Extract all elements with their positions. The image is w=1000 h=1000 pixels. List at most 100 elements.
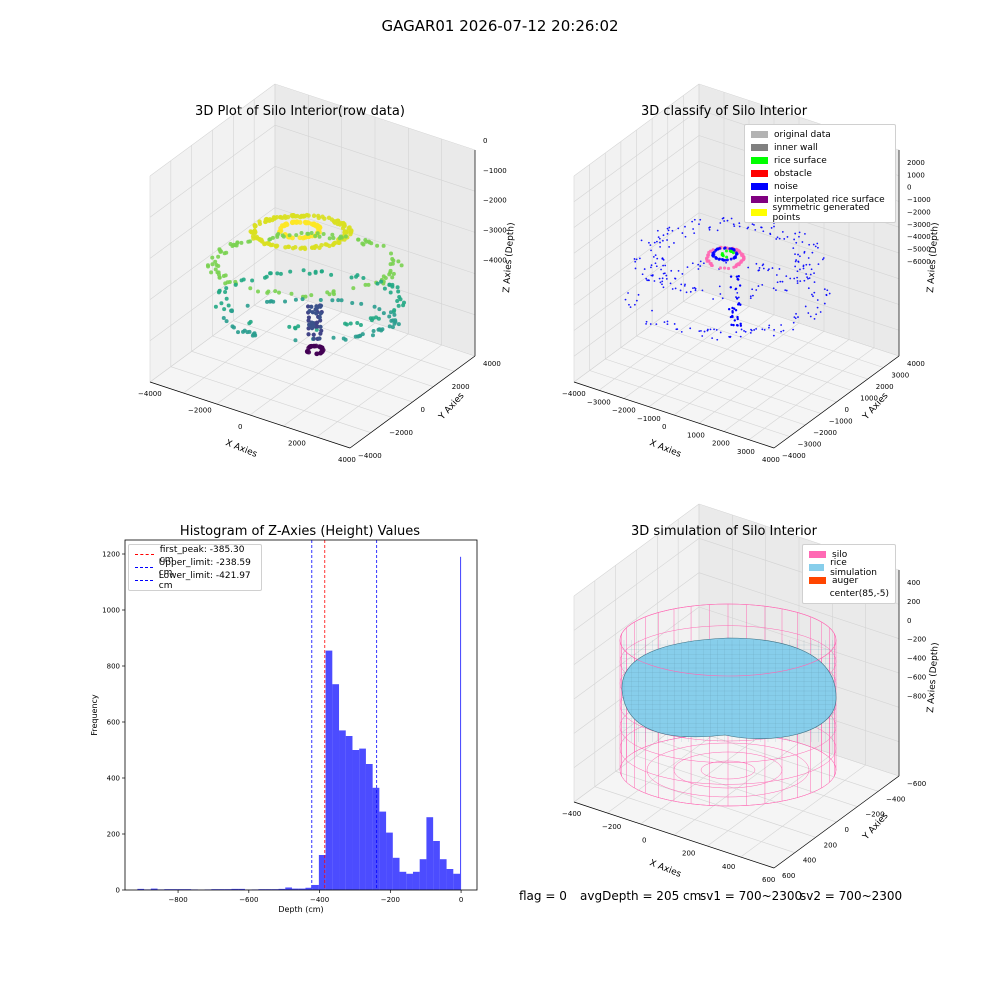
classify-point-noise — [693, 218, 696, 221]
classify-point-obstacle — [711, 248, 715, 252]
classify-point-noise — [804, 305, 807, 308]
legend-entry: Lower_limit: -421.97 cm — [135, 571, 255, 591]
classify-point-noise — [661, 280, 664, 283]
classify-point-noise — [668, 246, 671, 248]
raw-point-mid — [364, 239, 369, 244]
raw-y-tick: −2000 — [389, 429, 413, 437]
classify-point-noise — [739, 322, 742, 326]
classify-point-noise — [693, 232, 696, 235]
classify-grid-z — [573, 289, 700, 383]
classify-point-noise — [659, 241, 661, 244]
raw-point-lower — [223, 290, 228, 295]
classify-point-noise — [793, 277, 796, 280]
raw-point-lower — [296, 324, 301, 329]
raw-point-lower — [396, 322, 401, 327]
classify-point-noise — [666, 323, 669, 326]
raw-point-mid — [351, 286, 356, 291]
classify-point-noise — [780, 330, 783, 333]
classify-point-noise — [792, 247, 795, 250]
raw-point-top — [282, 222, 288, 227]
classify-point-noise — [735, 275, 739, 278]
classify-point-noise — [749, 297, 752, 300]
raw-grid-z — [149, 166, 276, 259]
raw-point-mid — [210, 262, 215, 267]
classify-point-noise — [684, 225, 686, 228]
classify-point-noise — [662, 272, 665, 275]
classify-point-noise — [681, 273, 684, 275]
classify-point-noise — [794, 253, 796, 256]
raw-point-mid — [206, 264, 211, 269]
raw-point-top — [327, 243, 332, 249]
sim-z-label: Z Axies (Depth) — [926, 642, 941, 713]
classify-point-noise — [708, 228, 711, 231]
raw-point-lower — [224, 286, 229, 291]
classify-point-noise — [725, 261, 728, 264]
classify-point-noise — [701, 335, 704, 337]
raw-point-mid — [389, 251, 394, 256]
sim-silo-top — [619, 603, 837, 677]
histogram-bar — [325, 650, 333, 890]
raw-point-mid — [391, 271, 396, 276]
raw-point-top — [294, 219, 300, 225]
classify-point-noise — [721, 297, 724, 300]
histogram-bar — [345, 736, 353, 890]
classify-point-noise — [797, 316, 799, 318]
classify-point-noise — [646, 279, 649, 282]
raw-point-top — [253, 235, 258, 241]
raw-point-auger — [307, 308, 312, 314]
histogram-y-tick-label: 800 — [107, 663, 120, 671]
raw-point-mid — [209, 270, 214, 275]
histogram-bar — [386, 832, 393, 890]
raw-point-auger — [314, 304, 319, 309]
classify-point-noise — [813, 317, 816, 320]
raw-grid-y — [170, 366, 371, 433]
classify-point-noise — [716, 338, 719, 341]
classify-z-tick: −6000 — [907, 258, 931, 266]
classify-grid-y — [683, 301, 884, 368]
classify-point-noise — [792, 328, 795, 331]
histogram-title: Histogram of Z-Axies (Height) Values — [179, 524, 421, 539]
classify-point-noise — [697, 263, 700, 266]
raw-point-top — [306, 213, 311, 218]
classify-point-noise — [715, 256, 719, 260]
raw-point-lower — [330, 298, 335, 303]
raw-point-top — [298, 214, 303, 220]
raw-point-top — [319, 242, 324, 248]
classify-grid-y — [605, 358, 806, 426]
histogram-bar — [271, 889, 279, 890]
histogram-x-tick-label: −200 — [381, 896, 400, 904]
classify-point-noise — [736, 317, 739, 321]
classify-point-noise — [694, 289, 697, 292]
raw-point-lower — [224, 319, 229, 324]
raw-point-mid — [210, 255, 215, 260]
classify-point-noise — [651, 274, 654, 276]
raw-point-lower — [380, 327, 385, 332]
classify-point-noise — [754, 228, 757, 231]
classify-point-noise — [753, 329, 756, 331]
legend-entry: obstacle — [751, 167, 889, 180]
classify-point-noise — [633, 303, 636, 306]
raw-point-top — [347, 225, 352, 230]
histogram-bar — [399, 871, 407, 890]
raw-point-mid — [360, 241, 365, 246]
classify-point-noise — [769, 233, 772, 236]
classify-point-noise — [797, 253, 799, 256]
classify-point-noise — [749, 331, 752, 334]
classify-point-noise — [729, 286, 732, 289]
raw-point-top — [340, 226, 346, 231]
classify-point-noise — [803, 279, 806, 282]
classify-point-noise — [701, 289, 704, 292]
raw-point-mid — [214, 263, 219, 268]
sim-y-tick: 0 — [845, 826, 849, 834]
legend-swatch — [135, 554, 154, 555]
legend-swatch — [751, 209, 767, 216]
classify-point-noise — [640, 239, 643, 242]
raw-point-lower — [392, 312, 397, 317]
classify-point-noise — [801, 241, 804, 243]
raw-point-mid — [317, 234, 322, 239]
raw-point-lower — [371, 316, 376, 321]
classify-point-noise — [802, 265, 805, 268]
raw-point-top — [323, 242, 328, 247]
raw-point-lower — [221, 315, 226, 320]
classify-point-noise — [662, 234, 665, 237]
